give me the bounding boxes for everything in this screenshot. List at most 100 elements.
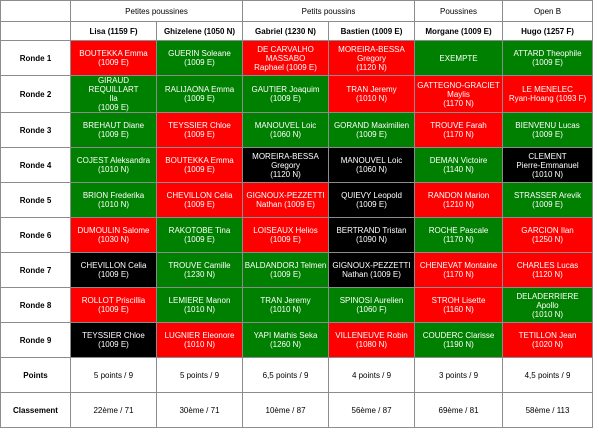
round-label: Ronde 5 [0,182,71,218]
points-value: 4 points / 9 [328,357,416,393]
opponent-text: LUGNIER Eleonore [164,331,235,340]
opponent-cell: CHENEVAT Montaine (1170 N) [414,252,504,288]
player-header: Ghizelene (1050 N) [155,21,244,41]
group-header-row: Petites poussines Petits poussins Poussi… [0,0,593,22]
opponent-text: (1009 E) [532,58,563,67]
opponent-text: COJEST Aleksandra [76,156,151,165]
opponent-text: (1009 E) [270,94,301,103]
opponent-text: BIENVENU Lucas [515,121,580,130]
opponent-text: Pierre-Emmanuel [516,160,579,170]
opponent-text: GIRAUD REQUILLART [88,76,139,95]
group-header-petits-poussins: Petits poussins [242,0,416,22]
opponent-text: (1080 N) [355,340,388,349]
round-label: Ronde 3 [0,112,71,148]
opponent-text: (1120 N) [532,270,563,279]
opponent-text: CLEMENT [528,151,567,161]
opponent-text: BOUTEKKA Emma [165,156,234,165]
opponent-cell: BREHAUT Diane (1009 E) [70,112,157,148]
opponent-text: DEMAN Victoire [429,156,488,165]
opponent-text: Ryan-Hoang (1093 F) [508,94,587,103]
opponent-cell: CHARLES Lucas (1120 N) [502,252,593,288]
opponent-cell: TRAN Jeremy (1010 N) [242,287,330,323]
opponent-text: (1090 N) [355,235,388,244]
opponent-text: MOREIRA-BESSA [338,44,405,54]
opponent-text: TEYSSIER Chloe [168,121,231,130]
classement-value: 10ème / 87 [242,392,330,428]
opponent-cell: ROLLOT Priscillia (1009 E) [70,287,157,323]
corner-cell [0,0,71,22]
opponent-text: BOUTEKKA Emma [79,49,148,58]
round-row: Ronde 5 BRION Frederika (1010 N) CHEVILLON … [0,182,593,218]
opponent-text: Gregory [357,53,386,63]
opponent-text: Gregory [271,160,300,170]
opponent-cell: ATTARD Theophile (1009 E) [502,40,593,76]
opponent-cell: RALIJAONA Emma (1009 E) [155,75,244,113]
classement-value: 58ème / 113 [502,392,593,428]
opponent-text: (1009 E) [270,270,301,279]
opponent-cell: COUDERC Clarisse (1190 N) [414,322,504,358]
points-value: 5 points / 9 [155,357,244,393]
points-value: 3 points / 9 [414,357,504,393]
player-header: Bastien (1009 E) [328,21,416,41]
opponent-cell: BERTRAND Tristan (1090 N) [328,217,416,253]
opponent-cell: VILLENEUVE Robin (1080 N) [328,322,416,358]
opponent-text: STROH Lisette [431,296,486,305]
opponent-cell: MANOUVEL Loic (1060 N) [242,112,330,148]
opponent-text: (1009 E) [98,103,129,112]
opponent-cell: BIENVENU Lucas (1009 E) [502,112,593,148]
opponent-text: SPINOSI Aurelien [339,296,404,305]
opponent-text: ROCHE Pascale [428,226,489,235]
points-value: 4,5 points / 9 [502,357,593,393]
opponent-text: BRION Frederika [82,191,145,200]
round-row: Ronde 2 GIRAUD REQUILLART Ila (1009 E) RALIJ… [0,75,593,113]
opponent-text: MANOUVEL Loic [254,121,317,130]
opponent-text: GIGNOUX-PEZZETTI [332,261,411,270]
opponent-cell: GATTEGNO-GRACIET Maylis (1170 N) [414,75,504,113]
opponent-text: VILLENEUVE Robin [335,331,408,340]
opponent-text: GUERIN Soleane [168,49,231,58]
opponent-cell: LUGNIER Eleonore (1010 N) [155,322,244,358]
classement-value: 69ème / 81 [414,392,504,428]
opponent-cell: TETILLON Jean (1020 N) [502,322,593,358]
points-row: Points 5 points / 9 5 points / 9 6,5 poi… [0,357,593,393]
opponent-text: (1010 N) [183,340,216,349]
opponent-text: (1170 N) [443,235,474,244]
opponent-cell: GARCION Ilan (1250 N) [502,217,593,253]
opponent-text: DUMOULIN Salome [77,226,150,235]
opponent-cell: GIGNOUX-PEZZETTI Nathan (1009 E) [242,182,330,218]
round-row: Ronde 6 DUMOULIN Salome (1030 N) RAKOTOBE T… [0,217,593,253]
opponent-cell: DELADERRIERE Apollo (1010 N) [502,287,593,323]
opponent-text: DE CARVALHO [257,44,314,54]
opponent-text: EXEMPTE [439,53,478,63]
opponent-cell: COJEST Aleksandra (1010 N) [70,147,157,183]
opponent-cell: CHEVILLON Celia (1009 E) [155,182,244,218]
opponent-cell: DEMAN Victoire (1140 N) [414,147,504,183]
corner-cell [0,21,71,41]
round-label: Ronde 8 [0,287,71,323]
opponent-text: CHEVILLON Celia [166,191,233,200]
opponent-cell: DUMOULIN Salome (1030 N) [70,217,157,253]
opponent-text: (1120 N) [270,169,301,179]
round-row: Ronde 7 CHEVILLON Celia (1009 E) TROUVE Cam… [0,252,593,288]
opponent-text: (1009 E) [98,305,129,314]
player-header: Gabriel (1230 N) [242,21,330,41]
opponent-cell: MOREIRA-BESSA Gregory (1120 N) [328,40,416,76]
opponent-cell: RANDON Marion (1210 N) [414,182,504,218]
opponent-text: (1009 E) [184,165,215,174]
round-label: Ronde 7 [0,252,71,288]
opponent-text: (1190 N) [443,340,474,349]
opponent-text: TROUVE Farah [430,121,487,130]
opponent-cell: CHEVILLON Celia (1009 E) [70,252,157,288]
opponent-text: GIGNOUX-PEZZETTI [246,191,325,200]
round-row: Ronde 1 BOUTEKKA Emma (1009 E) GUERIN Solea… [0,40,593,76]
opponent-text: (1009 E) [532,200,563,209]
round-row: Ronde 9 TEYSSIER Chloe (1009 E) LUGNIER Ele… [0,322,593,358]
opponent-text: LE MENELEC [522,85,573,94]
opponent-text: RANDON Marion [427,191,490,200]
player-header-row: Lisa (1159 F) Ghizelene (1050 N) Gabriel… [0,21,593,41]
opponent-text: Maylis [447,89,470,99]
opponent-text: DELADERRIERE [516,291,579,301]
opponent-text: LEMIERE Manon [168,296,231,305]
opponent-text: BALDANDORJ Telmen [244,261,327,270]
opponent-text: ROLLOT Priscillia [81,296,146,305]
